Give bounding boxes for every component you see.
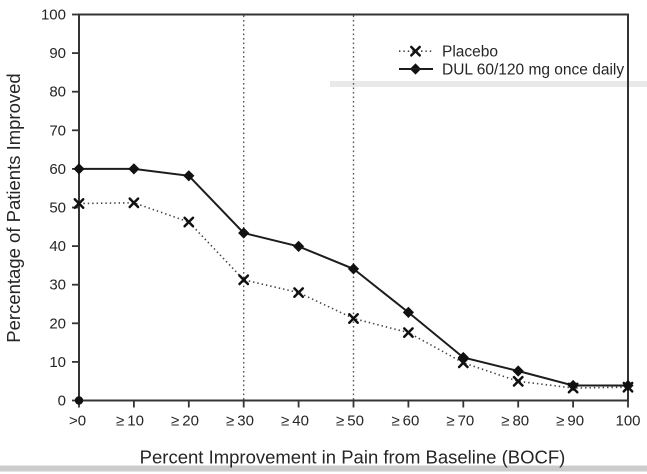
svg-text:≥ 90: ≥ 90 [556,413,584,430]
svg-text:≥ 10: ≥ 10 [116,413,144,430]
svg-text:Placebo: Placebo [442,44,498,61]
svg-text:40: 40 [49,238,66,255]
svg-text:≥ 20: ≥ 20 [171,413,199,430]
svg-text:100: 100 [41,7,66,24]
svg-text:≥ 80: ≥ 80 [501,413,529,430]
svg-text:≥ 60: ≥ 60 [391,413,419,430]
svg-text:DUL 60/120 mg once daily: DUL 60/120 mg once daily [442,62,624,79]
svg-text:Percent Improvement in Pain fr: Percent Improvement in Pain from Baselin… [140,447,566,468]
svg-text:60: 60 [49,161,66,178]
svg-text:50: 50 [49,200,66,217]
svg-text:0: 0 [58,393,66,410]
svg-text:80: 80 [49,84,66,101]
svg-text:≥ 50: ≥ 50 [336,413,364,430]
svg-text:10: 10 [49,354,66,371]
svg-text:70: 70 [49,122,66,139]
svg-text:≥ 70: ≥ 70 [446,413,474,430]
svg-text:30: 30 [49,277,66,294]
svg-text:≥ 40: ≥ 40 [281,413,309,430]
svg-text:90: 90 [49,45,66,62]
svg-text:>0: >0 [69,413,86,430]
svg-text:20: 20 [49,315,66,332]
svg-text:100: 100 [615,413,640,430]
svg-text:Percentage of Patients Improve: Percentage of Patients Improved [3,73,24,342]
svg-text:≥ 30: ≥ 30 [226,413,254,430]
